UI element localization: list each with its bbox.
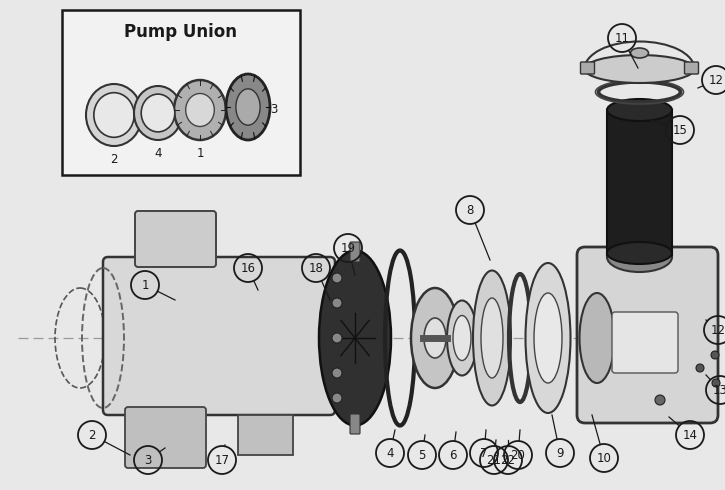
Ellipse shape <box>579 293 615 383</box>
Text: 3: 3 <box>144 454 152 466</box>
Circle shape <box>696 364 704 372</box>
Text: 20: 20 <box>510 448 526 462</box>
Text: 2: 2 <box>110 153 117 166</box>
Ellipse shape <box>481 298 503 378</box>
Circle shape <box>332 273 342 283</box>
Text: 1: 1 <box>196 147 204 160</box>
Circle shape <box>655 395 665 405</box>
Polygon shape <box>238 415 293 455</box>
Ellipse shape <box>453 316 471 361</box>
FancyBboxPatch shape <box>350 414 360 434</box>
Ellipse shape <box>226 74 270 140</box>
Ellipse shape <box>447 300 477 375</box>
Text: 21: 21 <box>486 454 502 466</box>
Ellipse shape <box>424 318 446 358</box>
Text: 4: 4 <box>154 147 162 160</box>
FancyBboxPatch shape <box>103 257 335 415</box>
Text: 5: 5 <box>418 448 426 462</box>
Text: 15: 15 <box>673 123 687 137</box>
Ellipse shape <box>607 242 672 264</box>
Ellipse shape <box>319 250 391 425</box>
Ellipse shape <box>186 94 215 126</box>
Text: 8: 8 <box>466 203 473 217</box>
Ellipse shape <box>607 99 672 121</box>
FancyBboxPatch shape <box>612 312 678 373</box>
Ellipse shape <box>141 94 175 132</box>
Text: 10: 10 <box>597 451 611 465</box>
Ellipse shape <box>631 48 648 58</box>
Text: 4: 4 <box>386 446 394 460</box>
FancyBboxPatch shape <box>125 407 206 468</box>
Ellipse shape <box>236 89 260 125</box>
Ellipse shape <box>534 293 562 383</box>
Ellipse shape <box>134 86 182 140</box>
Text: 14: 14 <box>682 428 697 441</box>
Text: 18: 18 <box>309 262 323 274</box>
FancyBboxPatch shape <box>607 110 672 255</box>
Text: 11: 11 <box>615 31 629 45</box>
Text: 12: 12 <box>708 74 724 87</box>
Circle shape <box>712 379 720 387</box>
FancyBboxPatch shape <box>62 10 300 175</box>
Text: 9: 9 <box>556 446 564 460</box>
Circle shape <box>332 333 342 343</box>
Circle shape <box>332 393 342 403</box>
Ellipse shape <box>584 55 695 83</box>
Circle shape <box>332 368 342 378</box>
Text: 22: 22 <box>500 454 515 466</box>
Ellipse shape <box>174 80 226 140</box>
Text: 2: 2 <box>88 428 96 441</box>
FancyBboxPatch shape <box>350 242 360 262</box>
Text: 19: 19 <box>341 242 355 254</box>
Text: 6: 6 <box>450 448 457 462</box>
Ellipse shape <box>94 93 134 137</box>
Ellipse shape <box>526 263 571 413</box>
Text: 13: 13 <box>713 384 725 396</box>
FancyBboxPatch shape <box>135 211 216 267</box>
Text: 1: 1 <box>141 278 149 292</box>
Text: 12: 12 <box>710 323 725 337</box>
FancyBboxPatch shape <box>684 62 698 74</box>
Text: 16: 16 <box>241 262 255 274</box>
Text: Pump Union: Pump Union <box>125 23 238 41</box>
FancyBboxPatch shape <box>581 62 594 74</box>
Circle shape <box>711 351 719 359</box>
Text: 7: 7 <box>480 446 488 460</box>
Text: 3: 3 <box>270 102 278 116</box>
FancyBboxPatch shape <box>577 247 718 423</box>
Ellipse shape <box>86 84 142 146</box>
Ellipse shape <box>473 270 511 406</box>
Ellipse shape <box>411 288 459 388</box>
Text: 17: 17 <box>215 454 230 466</box>
Circle shape <box>332 298 342 308</box>
Ellipse shape <box>607 242 672 272</box>
